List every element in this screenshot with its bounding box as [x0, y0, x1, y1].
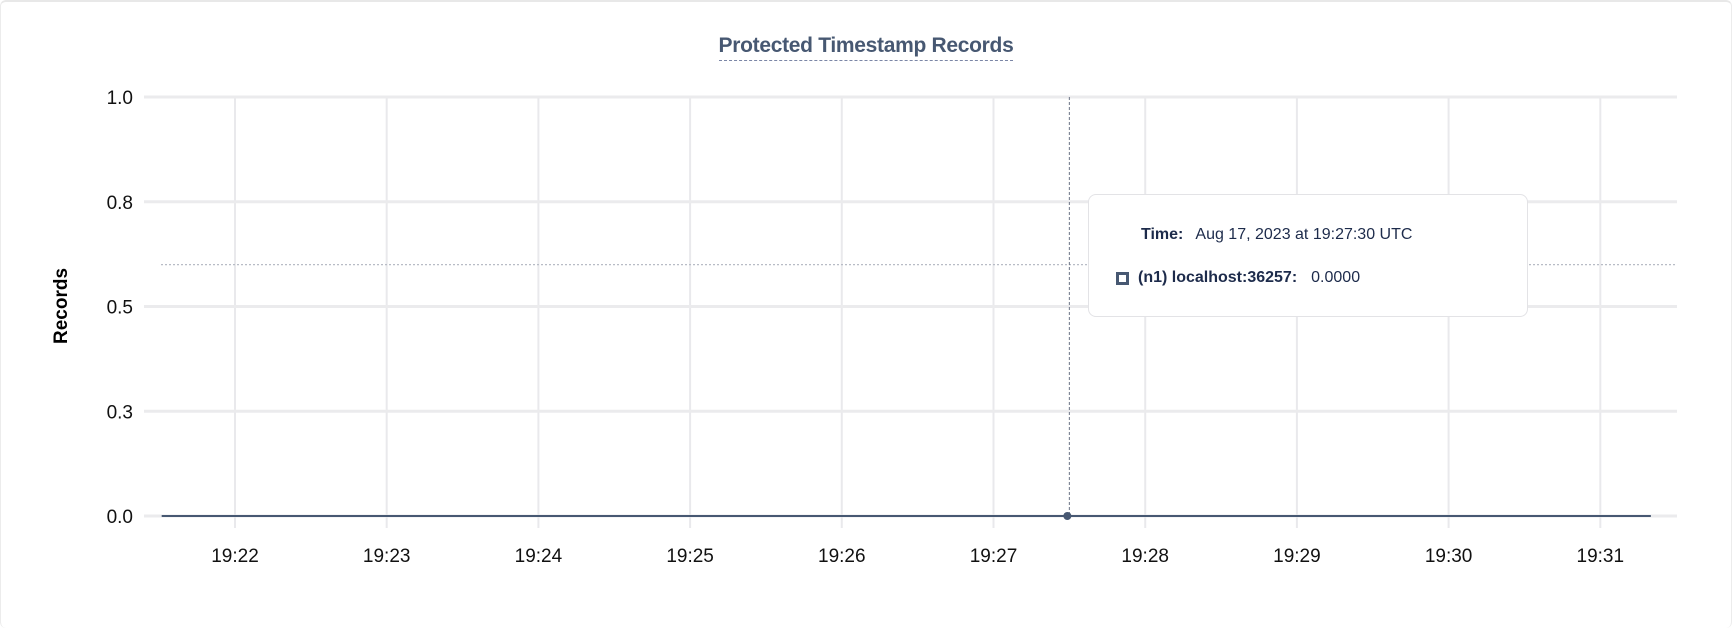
series-swatch-icon [1116, 271, 1129, 285]
x-tick-label: 19:26 [818, 546, 866, 567]
x-tick-label: 19:22 [211, 546, 259, 567]
chart-title-wrap: Protected Timestamp Records [0, 34, 1732, 61]
x-tick-label: 19:24 [515, 546, 563, 567]
tooltip-time-value: Aug 17, 2023 at 19:27:30 UTC [1195, 226, 1413, 243]
x-tick-label: 19:31 [1577, 546, 1625, 567]
tooltip-time-label: Time: [1141, 226, 1184, 243]
x-tick-label: 19:30 [1425, 546, 1473, 567]
hover-point [1063, 512, 1072, 520]
y-tick-label: 0.0 [107, 507, 133, 528]
x-tick-label: 19:27 [970, 546, 1018, 567]
chart-title[interactable]: Protected Timestamp Records [718, 34, 1014, 61]
y-tick-label: 0.8 [107, 193, 133, 214]
tooltip-series-label: (n1) localhost:36257: [1138, 269, 1298, 286]
y-tick-label: 0.3 [107, 402, 133, 423]
x-tick-label: 19:28 [1121, 546, 1169, 567]
y-axis-title: Records [51, 268, 72, 344]
tooltip-time: Time: Aug 17, 2023 at 19:27:30 UTC [1141, 226, 1412, 244]
y-tick-label: 1.0 [107, 88, 133, 109]
tooltip-series-value: 0.0000 [1311, 269, 1361, 286]
x-tick-label: 19:23 [363, 546, 411, 567]
x-tick-label: 19:29 [1273, 546, 1321, 567]
tooltip-series-row: (n1) localhost:36257: 0.0000 [1116, 269, 1360, 287]
y-tick-label: 0.5 [107, 298, 133, 319]
hover-tooltip: Time: Aug 17, 2023 at 19:27:30 UTC (n1) l… [1088, 194, 1528, 317]
x-tick-label: 19:25 [666, 546, 714, 567]
